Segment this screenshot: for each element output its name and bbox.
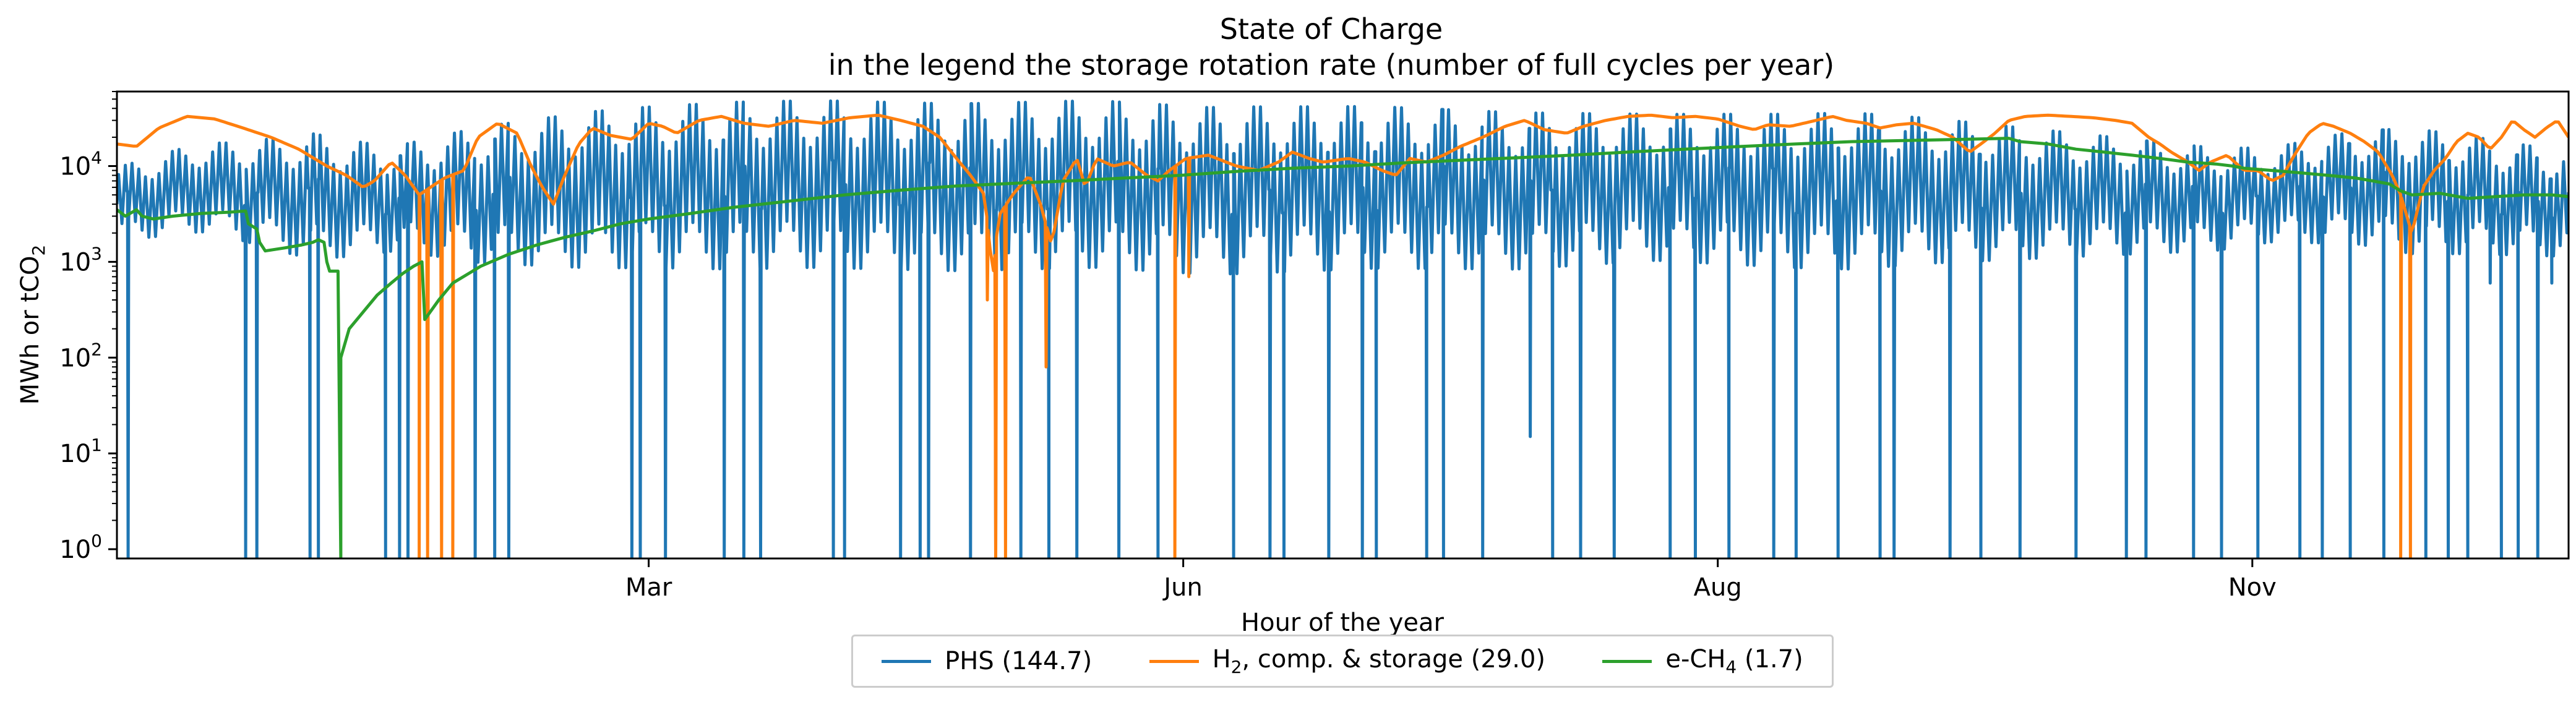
series-line-phs	[117, 99, 2569, 558]
legend-swatch-ch4	[1602, 659, 1652, 663]
legend-label-ch4-sub: 4	[1725, 657, 1737, 677]
y-axis: 100 101 102 103 104	[59, 91, 117, 564]
chart-title: State of Charge	[1220, 12, 1443, 46]
legend-swatch-phs	[882, 659, 932, 663]
x-tick-label: Nov	[2228, 573, 2277, 602]
y-axis-label-main: MWh or tCO	[16, 255, 45, 404]
legend-item-h2: H2, comp. & storage (29.0)	[1149, 645, 1545, 677]
legend-label-h2-post: , comp. & storage (29.0)	[1242, 645, 1545, 674]
y-tick-label: 102	[59, 339, 102, 372]
legend-label-ch4-post: (1.7)	[1737, 645, 1803, 674]
legend-item-phs: PHS (144.7)	[882, 647, 1092, 675]
chart-subtitle: in the legend the storage rotation rate …	[828, 48, 1834, 82]
legend-label-ch4-pre: e-CH	[1665, 645, 1726, 674]
y-tick-label: 100	[59, 531, 102, 564]
x-tick-label: Aug	[1694, 573, 1742, 602]
legend-label-ch4: e-CH4 (1.7)	[1665, 645, 1803, 677]
x-axis: Mar Jun Aug Nov	[625, 558, 2277, 602]
legend: PHS (144.7) H2, comp. & storage (29.0) e…	[851, 635, 1834, 688]
x-tick-label: Jun	[1162, 573, 1203, 602]
x-axis-label: Hour of the year	[1241, 609, 1444, 637]
plot-lines	[117, 99, 2569, 558]
legend-item-ch4: e-CH4 (1.7)	[1602, 645, 1803, 677]
x-tick-label: Mar	[625, 573, 672, 602]
legend-label-phs: PHS (144.7)	[945, 647, 1093, 675]
y-axis-label-sub: 2	[28, 245, 49, 256]
legend-label-h2-pre: H	[1212, 645, 1231, 674]
y-axis-label: MWh or tCO2	[16, 245, 49, 405]
legend-label-h2: H2, comp. & storage (29.0)	[1213, 645, 1545, 677]
legend-label-h2-sub: 2	[1230, 657, 1242, 677]
series-line-ch4	[117, 137, 2569, 558]
y-tick-label: 101	[59, 435, 102, 468]
series-line-h2	[117, 113, 2569, 558]
legend-swatch-h2	[1149, 659, 1199, 663]
y-tick-label: 104	[59, 148, 102, 181]
y-tick-label: 103	[59, 243, 102, 276]
plot-frame	[116, 90, 2570, 560]
